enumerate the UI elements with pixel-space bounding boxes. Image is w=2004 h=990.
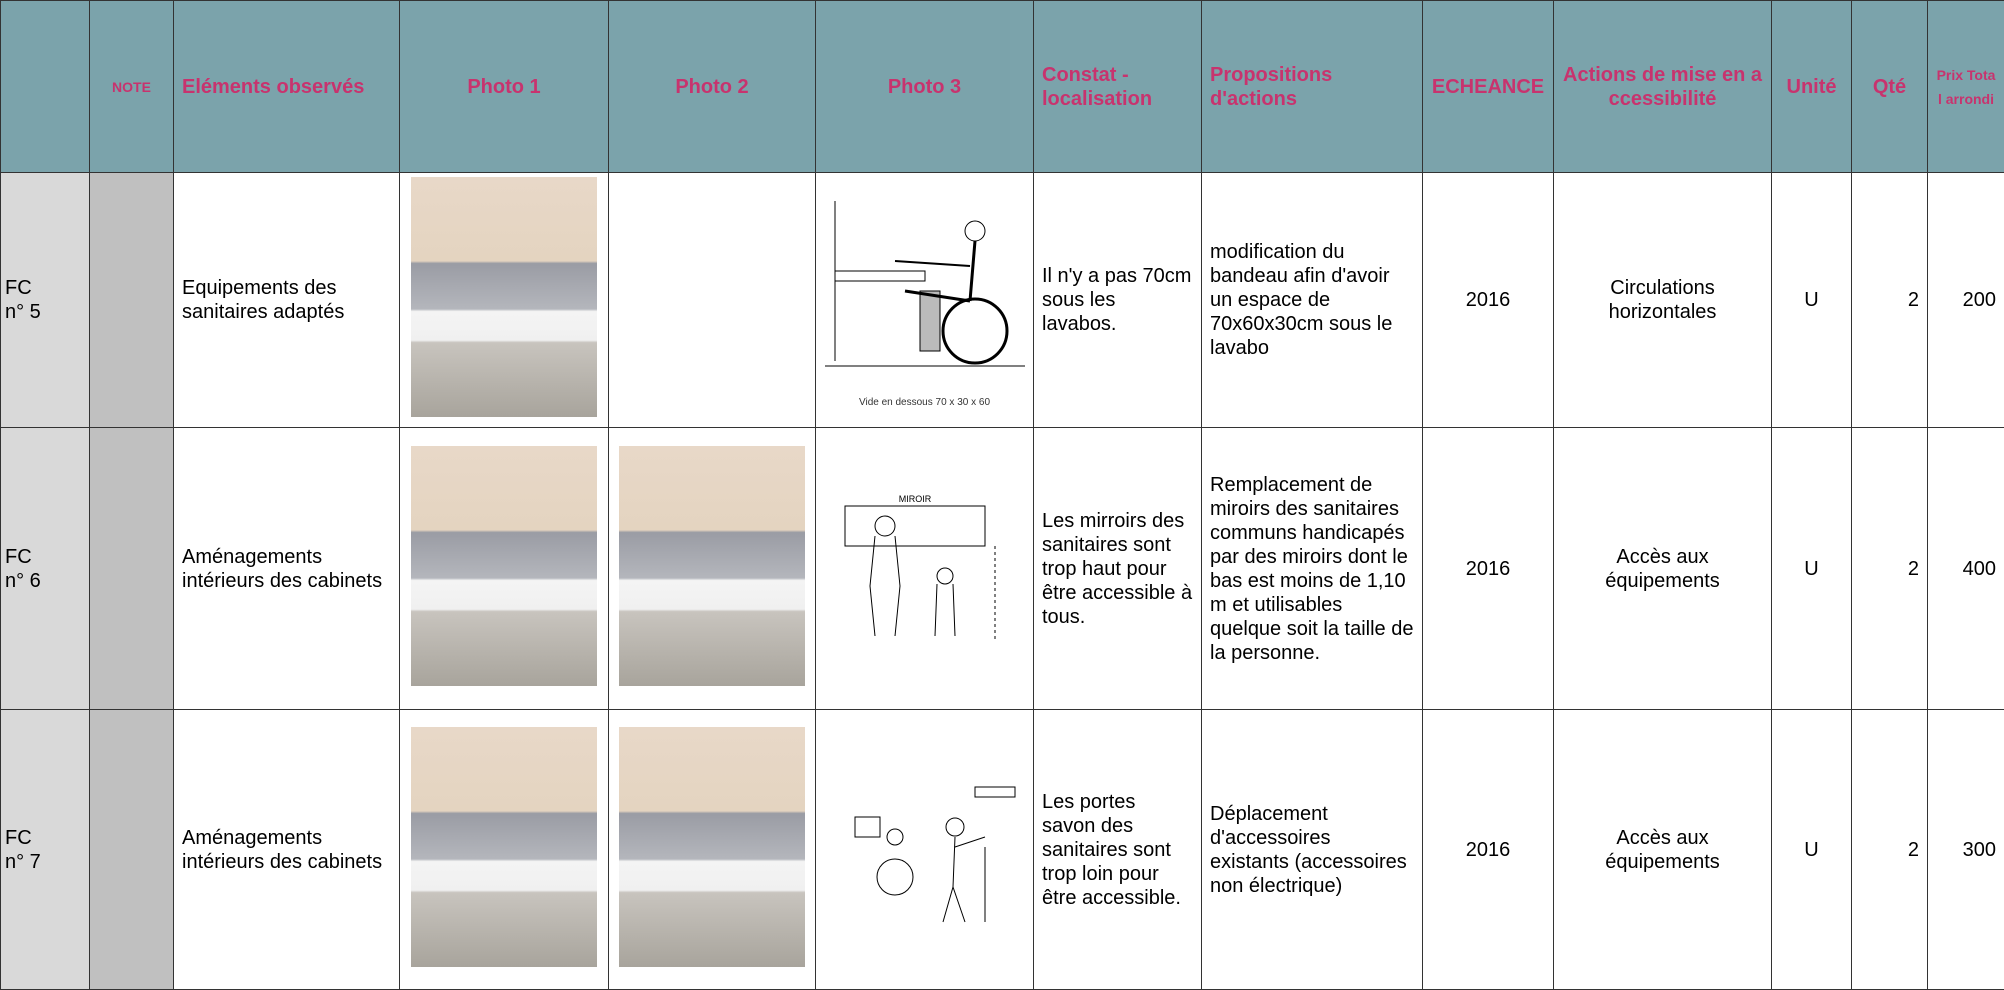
constat-cell: Les mirroirs des sanitaires sont trop ha…: [1033, 427, 1202, 710]
element-cell: Aménagements intérieurs des cabinets: [173, 427, 400, 710]
photo: [411, 445, 597, 686]
note-cell: [89, 709, 174, 990]
photo-cell: MIROIR: [815, 427, 1034, 710]
photo: [411, 726, 597, 967]
echeance-cell: 2016: [1422, 427, 1554, 710]
header-cell: Photo 1: [399, 0, 609, 173]
photo-cell: [815, 709, 1034, 990]
action-cell: Accès aux équipements: [1553, 709, 1772, 990]
qte-cell: 2: [1851, 172, 1928, 428]
header-cell: Photo 3: [815, 0, 1034, 173]
row-id: FC n° 6: [0, 427, 90, 710]
constat-cell: Il n'y a pas 70cm sous les lavabos.: [1033, 172, 1202, 428]
photo-cell: [399, 427, 609, 710]
illustration: [854, 786, 1015, 922]
header-cell: Qté: [1851, 0, 1928, 173]
note-cell: [89, 172, 174, 428]
proposition-cell: modification du bandeau afin d'avoir un …: [1201, 172, 1423, 428]
svg-text:MIROIR: MIROIR: [898, 494, 931, 504]
header-cell: NOTE: [89, 0, 174, 173]
photo-cell: [399, 172, 609, 428]
header-cell: Constat - localisation: [1033, 0, 1202, 173]
photo-cell: [608, 172, 816, 428]
photo: [411, 177, 597, 417]
caption: Vide en dessous 70 x 30 x 60: [858, 397, 991, 408]
proposition-cell: Déplacement d'accessoires existants (acc…: [1201, 709, 1423, 990]
qte-cell: 2: [1851, 427, 1928, 710]
qte-cell: 2: [1851, 709, 1928, 990]
prix-cell: 400: [1927, 427, 2004, 710]
prix-cell: 200: [1927, 172, 2004, 428]
unite-cell: U: [1771, 709, 1852, 990]
illustration: [824, 201, 1025, 367]
photo-cell: Vide en dessous 70 x 30 x 60: [815, 172, 1034, 428]
table-row: FC n° 6 Aménagements intérieurs des cabin…: [0, 427, 2004, 710]
row-id-text: FC n° 7: [5, 826, 41, 873]
echeance-cell: 2016: [1422, 709, 1554, 990]
row-id: FC n° 5: [0, 172, 90, 428]
header-cell: Eléments observés: [173, 0, 400, 173]
header-cell: Prix Total arrondi: [1927, 0, 2004, 173]
header-row: NOTE Eléments observés Photo 1 Photo 2 Photo…: [0, 0, 2004, 173]
header-cell: [0, 0, 90, 173]
row-id-text: FC n° 6: [5, 545, 41, 592]
header-cell: Photo 2: [608, 0, 816, 173]
proposition-cell: Remplacement de miroirs des sanitaires c…: [1201, 427, 1423, 710]
element-cell: Equipements des sanitaires adaptés: [173, 172, 400, 428]
illustration: MIROIR: [844, 494, 995, 641]
action-cell: Accès aux équipements: [1553, 427, 1772, 710]
row-id-text: FC n° 5: [5, 277, 41, 323]
header-cell: Propositions d'actions: [1201, 0, 1423, 173]
table-row: FC n° 7 Aménagements intérieurs des cabin…: [0, 709, 2004, 990]
photo: [619, 726, 805, 967]
table-row: FC n° 5 Equipements des sanitaires adapté…: [0, 172, 2004, 428]
photo-cell: [608, 709, 816, 990]
unite-cell: U: [1771, 172, 1852, 428]
unite-cell: U: [1771, 427, 1852, 710]
photo-cell: [399, 709, 609, 990]
header-cell: Unité: [1771, 0, 1852, 173]
constat-cell: Les portes savon des sanitaires sont tro…: [1033, 709, 1202, 990]
prix-cell: 300: [1927, 709, 2004, 990]
photo-cell: [608, 427, 816, 710]
photo: [619, 445, 805, 686]
element-cell: Aménagements intérieurs des cabinets: [173, 709, 400, 990]
note-cell: [89, 427, 174, 710]
row-id: FC n° 7: [0, 709, 90, 990]
echeance-cell: 2016: [1422, 172, 1554, 428]
header-cell: Actions de mise en accessibilité: [1553, 0, 1772, 173]
action-cell: Circulations horizontales: [1553, 172, 1772, 428]
header-cell: ECHEANCE: [1422, 0, 1554, 173]
